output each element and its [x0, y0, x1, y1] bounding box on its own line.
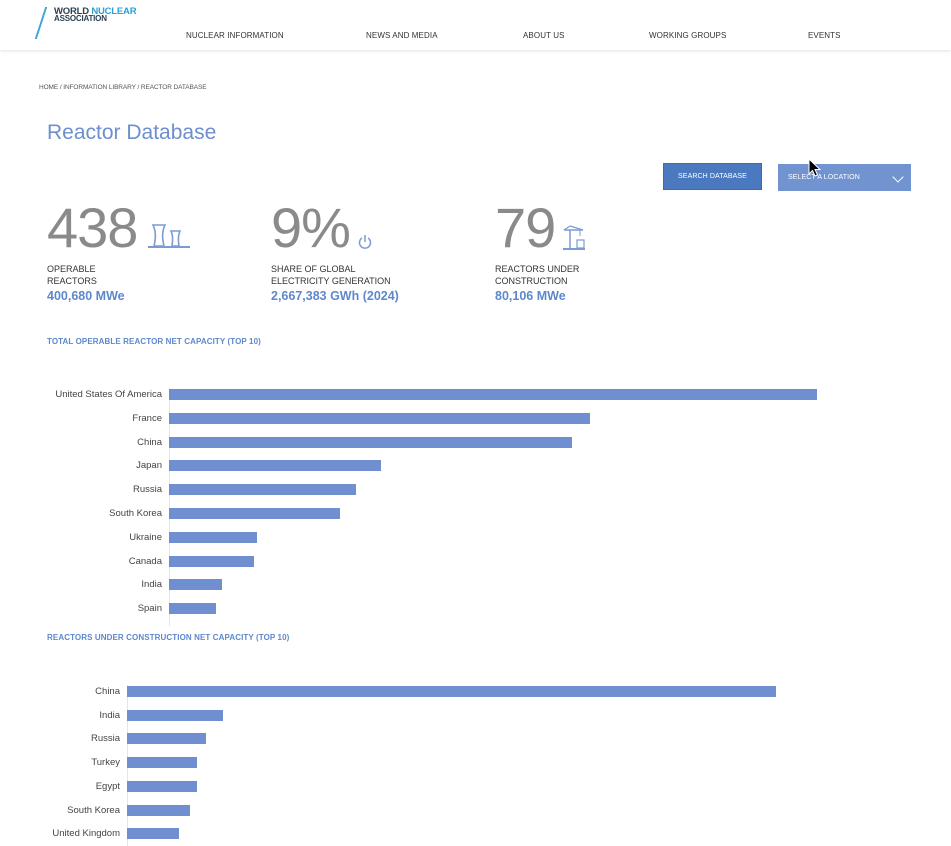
location-select-label: SELECT A LOCATION [788, 174, 860, 181]
bar[interactable] [169, 436, 572, 448]
operable-capacity-chart-title: TOTAL OPERABLE REACTOR NET CAPACITY (TOP… [47, 337, 261, 346]
bar-label: South Korea [67, 804, 120, 816]
bar[interactable] [169, 389, 817, 400]
breadcrumb-information-library[interactable]: INFORMATION LIBRARY [63, 84, 136, 91]
nav-working-groups[interactable]: WORKING GROUPS [649, 31, 727, 40]
breadcrumb: HOME / INFORMATION LIBRARY / REACTOR DAT… [39, 84, 207, 91]
stat-share-global-electricity: 9% SHARE OF GLOBAL ELECTRICITY GENERATION… [271, 197, 471, 307]
bar-label: United States Of America [55, 389, 162, 400]
bar-label: Russia [90, 733, 120, 745]
location-select[interactable]: SELECT A LOCATION [778, 164, 911, 191]
construction-capacity-chart: China India Russia Turkey Egypt South Korea Un… [0, 685, 951, 846]
bar-label: Ukraine [129, 531, 162, 543]
bar-label: France [132, 412, 162, 424]
world-nuclear-association-logo[interactable]: WORLD NUCLEAR ASSOCIATION [34, 5, 148, 39]
bar-label: China [137, 436, 162, 448]
stat-label: REACTORS UNDER CONSTRUCTION [495, 264, 580, 286]
cooling-tower-icon [148, 224, 190, 248]
bar[interactable] [169, 579, 222, 591]
bar-label: Russia [132, 484, 162, 496]
mouse-cursor-icon [808, 158, 822, 177]
bar[interactable] [169, 412, 590, 424]
bar-label: India [141, 579, 162, 591]
stat-operable-reactors: 438 OPERABLE REACTORS 400,680 MWe [47, 197, 247, 307]
bar-label: United Kingdom [52, 828, 120, 840]
bar[interactable] [169, 508, 340, 519]
breadcrumb-current: REACTOR DATABASE [140, 84, 207, 91]
construction-capacity-chart-title: REACTORS UNDER CONSTRUCTION NET CAPACITY… [47, 633, 290, 642]
bar[interactable] [127, 780, 198, 792]
bar-label: Spain [137, 603, 162, 615]
stat-label: OPERABLE REACTORS [47, 264, 97, 286]
bar-label: China [95, 686, 120, 697]
bar[interactable] [127, 804, 191, 816]
bar[interactable] [127, 757, 198, 769]
bar[interactable] [169, 603, 217, 615]
breadcrumb-home[interactable]: HOME [39, 84, 59, 91]
bar[interactable] [169, 484, 357, 496]
site-header: WORLD NUCLEAR ASSOCIATION NUCLEAR INFORM… [0, 0, 951, 50]
main-nav: NUCLEAR INFORMATION NEWS AND MEDIA ABOUT… [0, 31, 951, 43]
bar[interactable] [127, 709, 223, 721]
bar[interactable] [127, 733, 207, 745]
stat-reactors-under-construction: 79 REACTORS UNDER CONSTRUCTION 80,106 MWe [495, 197, 695, 307]
logo-text-line2: ASSOCIATION [54, 14, 107, 23]
bar[interactable] [127, 828, 180, 840]
power-icon [358, 235, 372, 249]
page-title: Reactor Database [47, 121, 217, 144]
nav-nuclear-information[interactable]: NUCLEAR INFORMATION [186, 31, 284, 40]
crane-icon [563, 225, 585, 250]
bar[interactable] [127, 686, 776, 697]
bar[interactable] [169, 531, 257, 543]
stat-value: 438 [47, 196, 138, 259]
bar-label: South Korea [109, 508, 162, 519]
nav-events[interactable]: EVENTS [808, 31, 841, 40]
bar-label: Canada [128, 555, 162, 567]
bar-label: Japan [136, 460, 162, 472]
stat-subvalue: 2,667,383 GWh (2024) [271, 289, 399, 303]
nav-news-and-media[interactable]: NEWS AND MEDIA [366, 31, 438, 40]
bar-label: Turkey [91, 757, 120, 769]
stat-subvalue: 80,106 MWe [495, 289, 566, 303]
chevron-down-icon [892, 171, 904, 183]
bar[interactable] [169, 555, 254, 567]
stat-subvalue: 400,680 MWe [47, 289, 125, 303]
operable-capacity-chart: United States Of America France China Japan… [0, 388, 951, 626]
bar[interactable] [169, 460, 381, 472]
breadcrumb-separator: / [58, 84, 64, 91]
search-database-button[interactable]: SEARCH DATABASE [663, 163, 762, 190]
chart-axis-line [169, 388, 170, 626]
bar-label: Egypt [95, 780, 120, 792]
breadcrumb-separator: / [135, 84, 141, 91]
bar-label: India [99, 709, 120, 721]
nav-about-us[interactable]: ABOUT US [523, 31, 565, 40]
stat-value: 9% [271, 196, 351, 259]
stat-label: SHARE OF GLOBAL ELECTRICITY GENERATION [271, 264, 391, 286]
logo-text-line1: WORLD NUCLEAR [54, 6, 137, 17]
stat-value: 79 [495, 196, 556, 259]
